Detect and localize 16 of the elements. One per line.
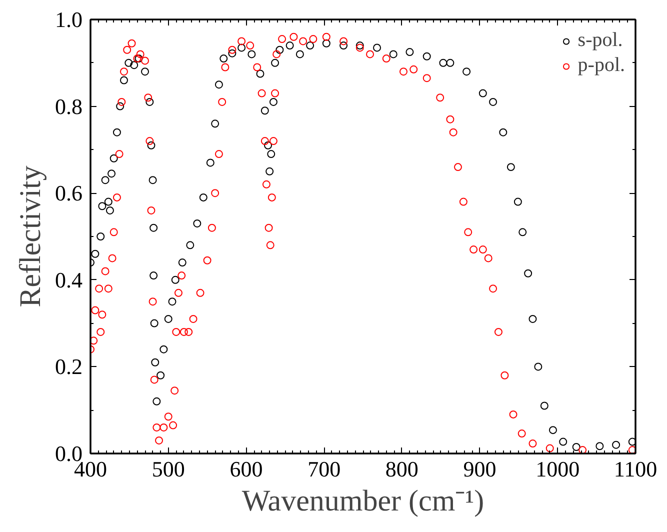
x-tick-label: 700 — [308, 456, 341, 482]
y-tick-label: 0.4 — [55, 267, 82, 292]
x-tick-label: 800 — [385, 456, 418, 482]
x-tick-label: 1000 — [536, 456, 580, 482]
x-tick-label: 500 — [152, 456, 185, 482]
y-axis-title: Reflectivity — [14, 166, 47, 308]
x-axis-title: Wavenumber (cm⁻¹) — [242, 484, 484, 518]
y-tick-label: 1.0 — [55, 7, 82, 32]
y-tick-label: 0.6 — [55, 180, 82, 206]
legend-label: p-pol. — [578, 54, 625, 77]
y-tick-label: 0.2 — [55, 354, 82, 380]
legend-label: s-pol. — [578, 29, 623, 52]
y-tick-label: 0.8 — [55, 94, 82, 119]
x-tick-label: 600 — [230, 456, 263, 482]
x-tick-label: 900 — [463, 456, 496, 482]
x-tick-label: 1100 — [614, 456, 658, 482]
